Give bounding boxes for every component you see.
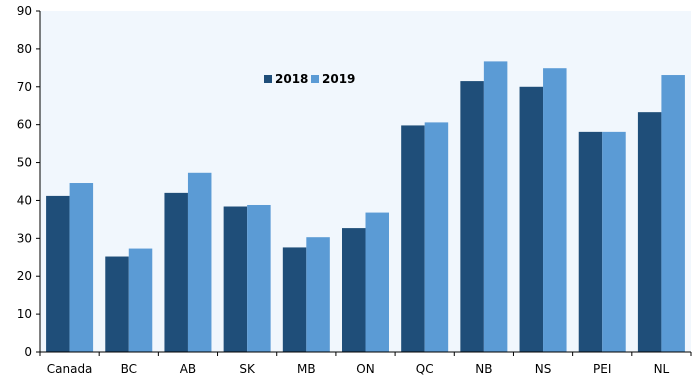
x-tick-label: BC — [121, 362, 137, 376]
bar-2019-nl — [661, 75, 685, 352]
bar-2018-qc — [401, 125, 425, 353]
x-ticks: Canada BC AB SK MB ON QC NB NS PEI NL — [39, 352, 692, 376]
legend-label-2019: 2019 — [322, 72, 355, 86]
x-tick-label: QC — [416, 362, 434, 376]
bar-2018-bc — [105, 256, 129, 352]
bar-2018-mb — [282, 247, 307, 352]
bar-2018-ns — [519, 86, 544, 353]
bar-2019-qc — [424, 122, 449, 352]
x-tick-label: NS — [535, 362, 552, 376]
y-tick-label: 60 — [17, 118, 32, 132]
bar-2019-bc — [128, 248, 153, 352]
legend-swatch-2019 — [311, 75, 319, 83]
y-tick-label: 70 — [17, 80, 32, 94]
bar-2019-ns — [543, 68, 567, 352]
y-tick-label: 90 — [17, 4, 32, 18]
legend-label-2018: 2018 — [275, 72, 308, 86]
y-tick-label: 50 — [17, 156, 32, 170]
bar-2019-pei — [602, 131, 626, 352]
y-tick-label: 30 — [17, 231, 32, 245]
bar-2018-canada — [46, 195, 70, 352]
bar-2018-nb — [460, 81, 484, 352]
bar-2019-nb — [483, 61, 508, 353]
legend-swatch-2018 — [264, 75, 272, 83]
y-tick-label: 10 — [17, 307, 32, 321]
bar-2018-on — [342, 228, 366, 352]
bar-2018-ab — [164, 192, 188, 352]
bar-2019-on — [365, 212, 389, 352]
legend: 2018 2019 — [264, 72, 355, 86]
x-tick-label: MB — [297, 362, 316, 376]
y-tick-label: 40 — [17, 193, 32, 207]
bar-2019-ab — [187, 172, 212, 352]
x-tick-label: ON — [356, 362, 374, 376]
x-tick-label: Canada — [47, 362, 93, 376]
bar-2019-canada — [69, 183, 94, 352]
x-tick-label: NB — [475, 362, 492, 376]
y-ticks: 0 10 20 30 40 50 60 70 80 90 — [17, 4, 40, 359]
bar-2019-sk — [247, 204, 271, 352]
bar-2018-sk — [223, 206, 248, 352]
bar-2018-pei — [578, 131, 603, 352]
x-tick-label: PEI — [593, 362, 611, 376]
y-tick-label: 80 — [17, 42, 32, 56]
bar-2019-mb — [306, 237, 330, 352]
x-tick-label: SK — [239, 362, 256, 376]
bars-group — [46, 61, 685, 353]
x-tick-label: NL — [654, 362, 670, 376]
x-tick-label: AB — [180, 362, 196, 376]
y-tick-label: 0 — [24, 345, 32, 359]
y-tick-label: 20 — [17, 269, 32, 283]
bar-2018-nl — [637, 112, 662, 352]
